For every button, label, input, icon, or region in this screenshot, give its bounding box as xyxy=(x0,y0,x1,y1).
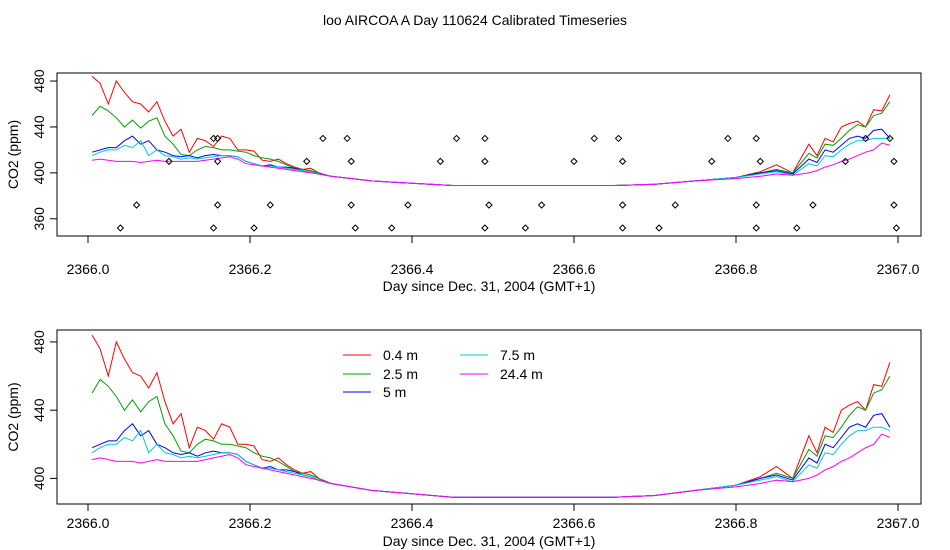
chart-top-y-tick-label: 360 xyxy=(31,207,47,231)
chart-top-point-marker xyxy=(343,134,351,143)
chart-bottom-x-tick-label: 2367.0 xyxy=(877,515,920,531)
chart-top-y-axis-label: CO2 (ppm) xyxy=(5,120,21,189)
chart-bottom-x-tick-label: 2366.2 xyxy=(229,515,272,531)
chart-top-point-marker xyxy=(892,224,901,232)
chart-bottom-legend-label: 0.4 m xyxy=(383,347,418,363)
chart-top-point-marker xyxy=(618,224,627,232)
chart-top-x-tick-label: 2366.6 xyxy=(553,261,596,277)
chart-top-point-marker xyxy=(481,157,489,166)
chart-top-point-marker xyxy=(347,201,355,209)
chart-top-point-marker xyxy=(351,224,360,232)
chart-bottom-x-tick-label: 2366.4 xyxy=(391,515,434,531)
chart-bottom-plot-area xyxy=(91,334,891,498)
chart-bottom-series-line-0 xyxy=(91,334,891,498)
chart-title: loo AIRCOA A Day 110624 Calibrated Times… xyxy=(323,12,627,28)
chart-top-point-marker xyxy=(614,134,623,143)
chart-top-point-marker xyxy=(481,134,489,143)
chart-bottom-series-line-2 xyxy=(91,413,891,498)
chart-top-y-tick-label: 480 xyxy=(31,69,47,93)
chart-top-y-tick-label: 400 xyxy=(31,161,47,185)
chart-top-point-marker xyxy=(570,157,578,166)
chart-top-point-marker xyxy=(266,201,274,209)
chart-bottom-legend-label: 5 m xyxy=(383,384,406,400)
chart-top-point-marker xyxy=(752,134,760,143)
chart-top-point-marker xyxy=(752,201,760,209)
chart-top-point-marker xyxy=(618,201,627,209)
chart-top-point-marker xyxy=(116,224,125,232)
chart-bottom-series-line-1 xyxy=(91,375,891,498)
chart-top-y-tick-label: 440 xyxy=(31,115,47,139)
chart-top-x-tick-label: 2367.0 xyxy=(877,261,920,277)
chart-bottom-series-line-4 xyxy=(91,433,891,498)
chart-top-point-marker xyxy=(841,157,850,166)
chart-top-point-marker xyxy=(809,201,817,209)
chart-top-point-marker xyxy=(388,224,396,232)
chart-top-x-tick-label: 2366.2 xyxy=(229,261,272,277)
chart-top-point-marker xyxy=(707,157,716,166)
chart-top-point-marker xyxy=(481,224,489,232)
chart-bottom-legend-label: 7.5 m xyxy=(500,347,535,363)
chart-bottom-frame xyxy=(56,329,922,505)
chart-top-series-line-0 xyxy=(91,76,891,186)
chart-top-plot-area xyxy=(91,76,901,232)
chart-top-point-marker xyxy=(250,224,258,232)
chart-top-point-marker xyxy=(209,224,218,232)
chart-top-point-marker xyxy=(347,157,355,166)
chart-top-point-marker xyxy=(165,157,173,166)
chart-top-series-line-3 xyxy=(91,137,890,186)
chart-top-x-tick-label: 2366.4 xyxy=(391,261,434,277)
chart-top-point-marker xyxy=(861,134,870,143)
chart-top-series-line-4 xyxy=(92,142,891,186)
chart-top-point-marker xyxy=(452,134,461,143)
chart-top-point-marker xyxy=(132,201,141,209)
top-panel: 2366.0 2366.2 2366.4 2366.6 2366.8 2367.0 Day … xyxy=(5,69,922,294)
chart-top-x-axis-label: Day since Dec. 31, 2004 (GMT+1) xyxy=(383,278,596,294)
chart-top-point-marker xyxy=(793,224,801,232)
chart-bottom-x-tick-label: 2366.0 xyxy=(67,515,110,531)
chart-top-x-tick-label: 2366.0 xyxy=(67,261,110,277)
chart-top-series-line-1 xyxy=(91,101,891,186)
chart-top-point-marker xyxy=(436,157,445,166)
chart-top-point-marker xyxy=(521,224,530,232)
chart-top-point-marker xyxy=(404,201,412,209)
chart-top-point-marker xyxy=(537,201,546,209)
chart-top-point-marker xyxy=(302,157,311,166)
chart-bottom-y-tick-label: 480 xyxy=(31,330,47,354)
chart-top-point-marker xyxy=(890,201,898,209)
chart-bottom-legend-label: 24.4 m xyxy=(500,366,543,382)
chart-top-point-marker xyxy=(671,201,679,209)
chart-top-point-marker xyxy=(319,134,327,143)
chart-top-point-marker xyxy=(590,134,598,143)
bottom-panel: 2366.0 2366.2 2366.4 2366.6 2366.8 2367.0 Day … xyxy=(5,329,922,549)
chart-bottom-x-axis-label: Day since Dec. 31, 2004 (GMT+1) xyxy=(383,533,596,549)
chart-top-point-marker xyxy=(213,134,222,143)
chart-top-point-marker xyxy=(655,224,663,232)
chart-bottom-y-axis-label: CO2 (ppm) xyxy=(5,382,21,451)
chart-top-point-marker xyxy=(213,201,222,209)
chart-top-point-marker xyxy=(209,134,218,143)
chart-top-point-marker xyxy=(756,157,765,166)
chart-bottom-x-tick-label: 2366.8 xyxy=(715,515,758,531)
chart-top-point-marker xyxy=(618,157,627,166)
chart-top-point-marker xyxy=(724,134,732,143)
chart-top-point-marker xyxy=(890,157,898,166)
chart-top-point-marker xyxy=(886,134,894,143)
chart-top-point-marker xyxy=(752,224,760,232)
chart-bottom-y-tick-label: 440 xyxy=(31,398,47,422)
chart-top-point-marker xyxy=(485,201,493,209)
chart-bottom-x-tick-label: 2366.6 xyxy=(553,515,596,531)
chart-top-x-tick-label: 2366.8 xyxy=(715,261,758,277)
chart-top-frame xyxy=(56,72,922,237)
chart-bottom-y-tick-label: 400 xyxy=(31,467,47,491)
chart-bottom-series-line-3 xyxy=(91,426,891,498)
chart-top-point-marker xyxy=(213,157,222,166)
chart-bottom-legend-label: 2.5 m xyxy=(383,366,418,382)
